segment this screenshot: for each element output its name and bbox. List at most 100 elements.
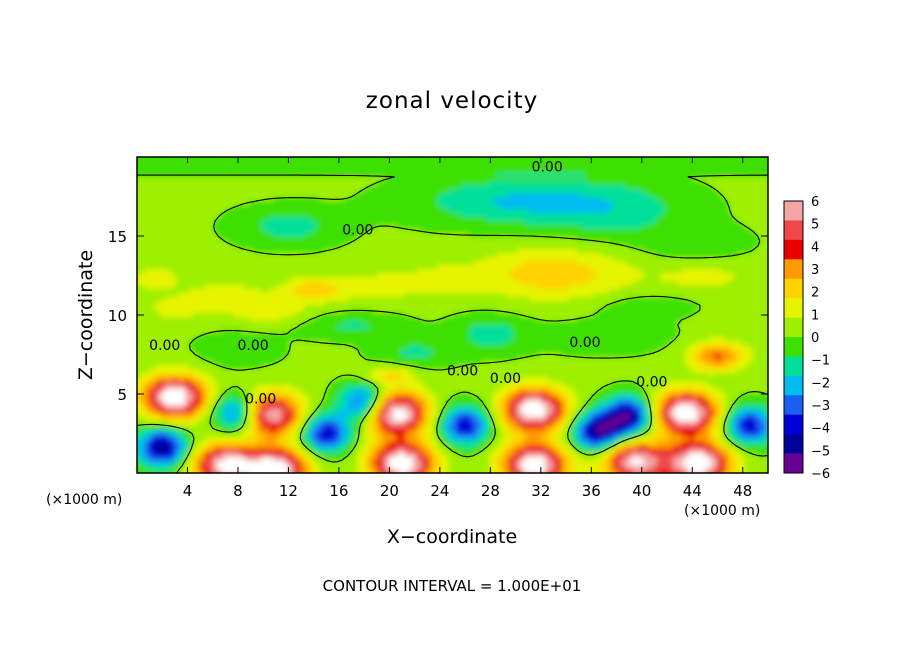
field-cell [485,249,490,254]
field-cell [277,265,282,270]
field-cell [589,253,594,258]
field-cell [573,169,578,174]
field-cell [765,169,768,174]
field-cell [281,193,286,198]
field-cell [273,165,278,170]
field-cell [561,177,566,182]
field-cell [205,269,210,274]
field-cell [261,169,266,174]
field-cell [157,189,162,194]
field-cell [469,249,474,254]
field-cell [749,149,754,154]
field-cell [249,217,254,222]
field-cell [305,149,310,154]
field-cell [345,205,350,210]
field-cell [769,249,774,254]
field-cell [617,241,622,246]
field-cell [373,257,378,262]
field-cell [549,201,554,206]
field-cell [317,249,322,254]
field-cell [193,233,198,238]
field-cell [421,265,426,270]
field-cell [161,185,166,190]
field-cell [129,209,134,214]
field-cell [385,229,390,234]
field-cell [141,245,146,250]
field-cell [729,257,734,262]
field-cell [217,213,222,218]
field-cell [581,201,586,206]
field-cell [753,177,758,182]
field-cell [497,245,502,250]
field-cell [429,205,434,210]
field-cell [165,193,170,198]
field-cell [613,173,618,178]
field-cell [633,209,638,214]
field-cell [181,157,186,162]
field-cell [653,201,658,206]
field-cell [533,249,538,254]
field-cell [205,245,210,250]
field-cell [597,177,602,182]
field-cell [137,229,142,234]
field-cell [365,249,370,254]
field-cell [269,209,274,214]
field-cell [421,177,426,182]
field-cell [257,213,262,218]
field-cell [573,229,578,234]
field-cell [301,229,306,234]
field-cell [409,249,414,254]
field-cell [177,261,182,266]
field-cell [185,185,190,190]
field-cell [217,245,222,250]
field-cell [757,197,762,202]
field-cell [597,165,602,170]
field-cell [441,269,446,274]
field-cell [753,209,758,214]
field-cell [145,209,150,214]
field-cell [465,269,470,274]
field-cell [697,213,702,218]
field-cell [429,157,434,162]
field-cell [157,261,162,266]
field-cell [289,213,294,218]
field-cell [449,249,454,254]
field-cell [269,253,274,258]
field-cell [129,261,134,266]
field-cell [545,261,550,266]
field-cell [613,221,618,226]
field-cell [381,205,386,210]
field-cell [749,193,754,198]
field-cell [633,269,638,274]
field-cell [769,217,774,222]
field-cell [701,221,706,226]
field-cell [525,245,530,250]
field-cell [193,257,198,262]
field-cell [229,149,234,154]
field-cell [225,253,230,258]
field-cell [665,201,670,206]
field-cell [541,209,546,214]
field-cell [229,189,234,194]
field-cell [397,201,402,206]
field-cell [621,161,626,166]
field-cell [605,261,610,266]
field-cell [577,257,582,262]
field-cell [673,233,678,238]
field-cell [385,245,390,250]
field-cell [193,237,198,242]
field-cell [497,169,502,174]
field-cell [377,217,382,222]
field-cell [633,241,638,246]
field-cell [709,221,714,226]
field-cell [177,165,182,170]
field-cell [465,173,470,178]
field-cell [217,157,222,162]
field-cell [577,161,582,166]
field-cell [129,253,134,258]
field-cell [509,257,514,262]
field-cell [381,193,386,198]
field-cell [637,261,642,266]
field-cell [589,249,594,254]
field-cell [573,225,578,230]
